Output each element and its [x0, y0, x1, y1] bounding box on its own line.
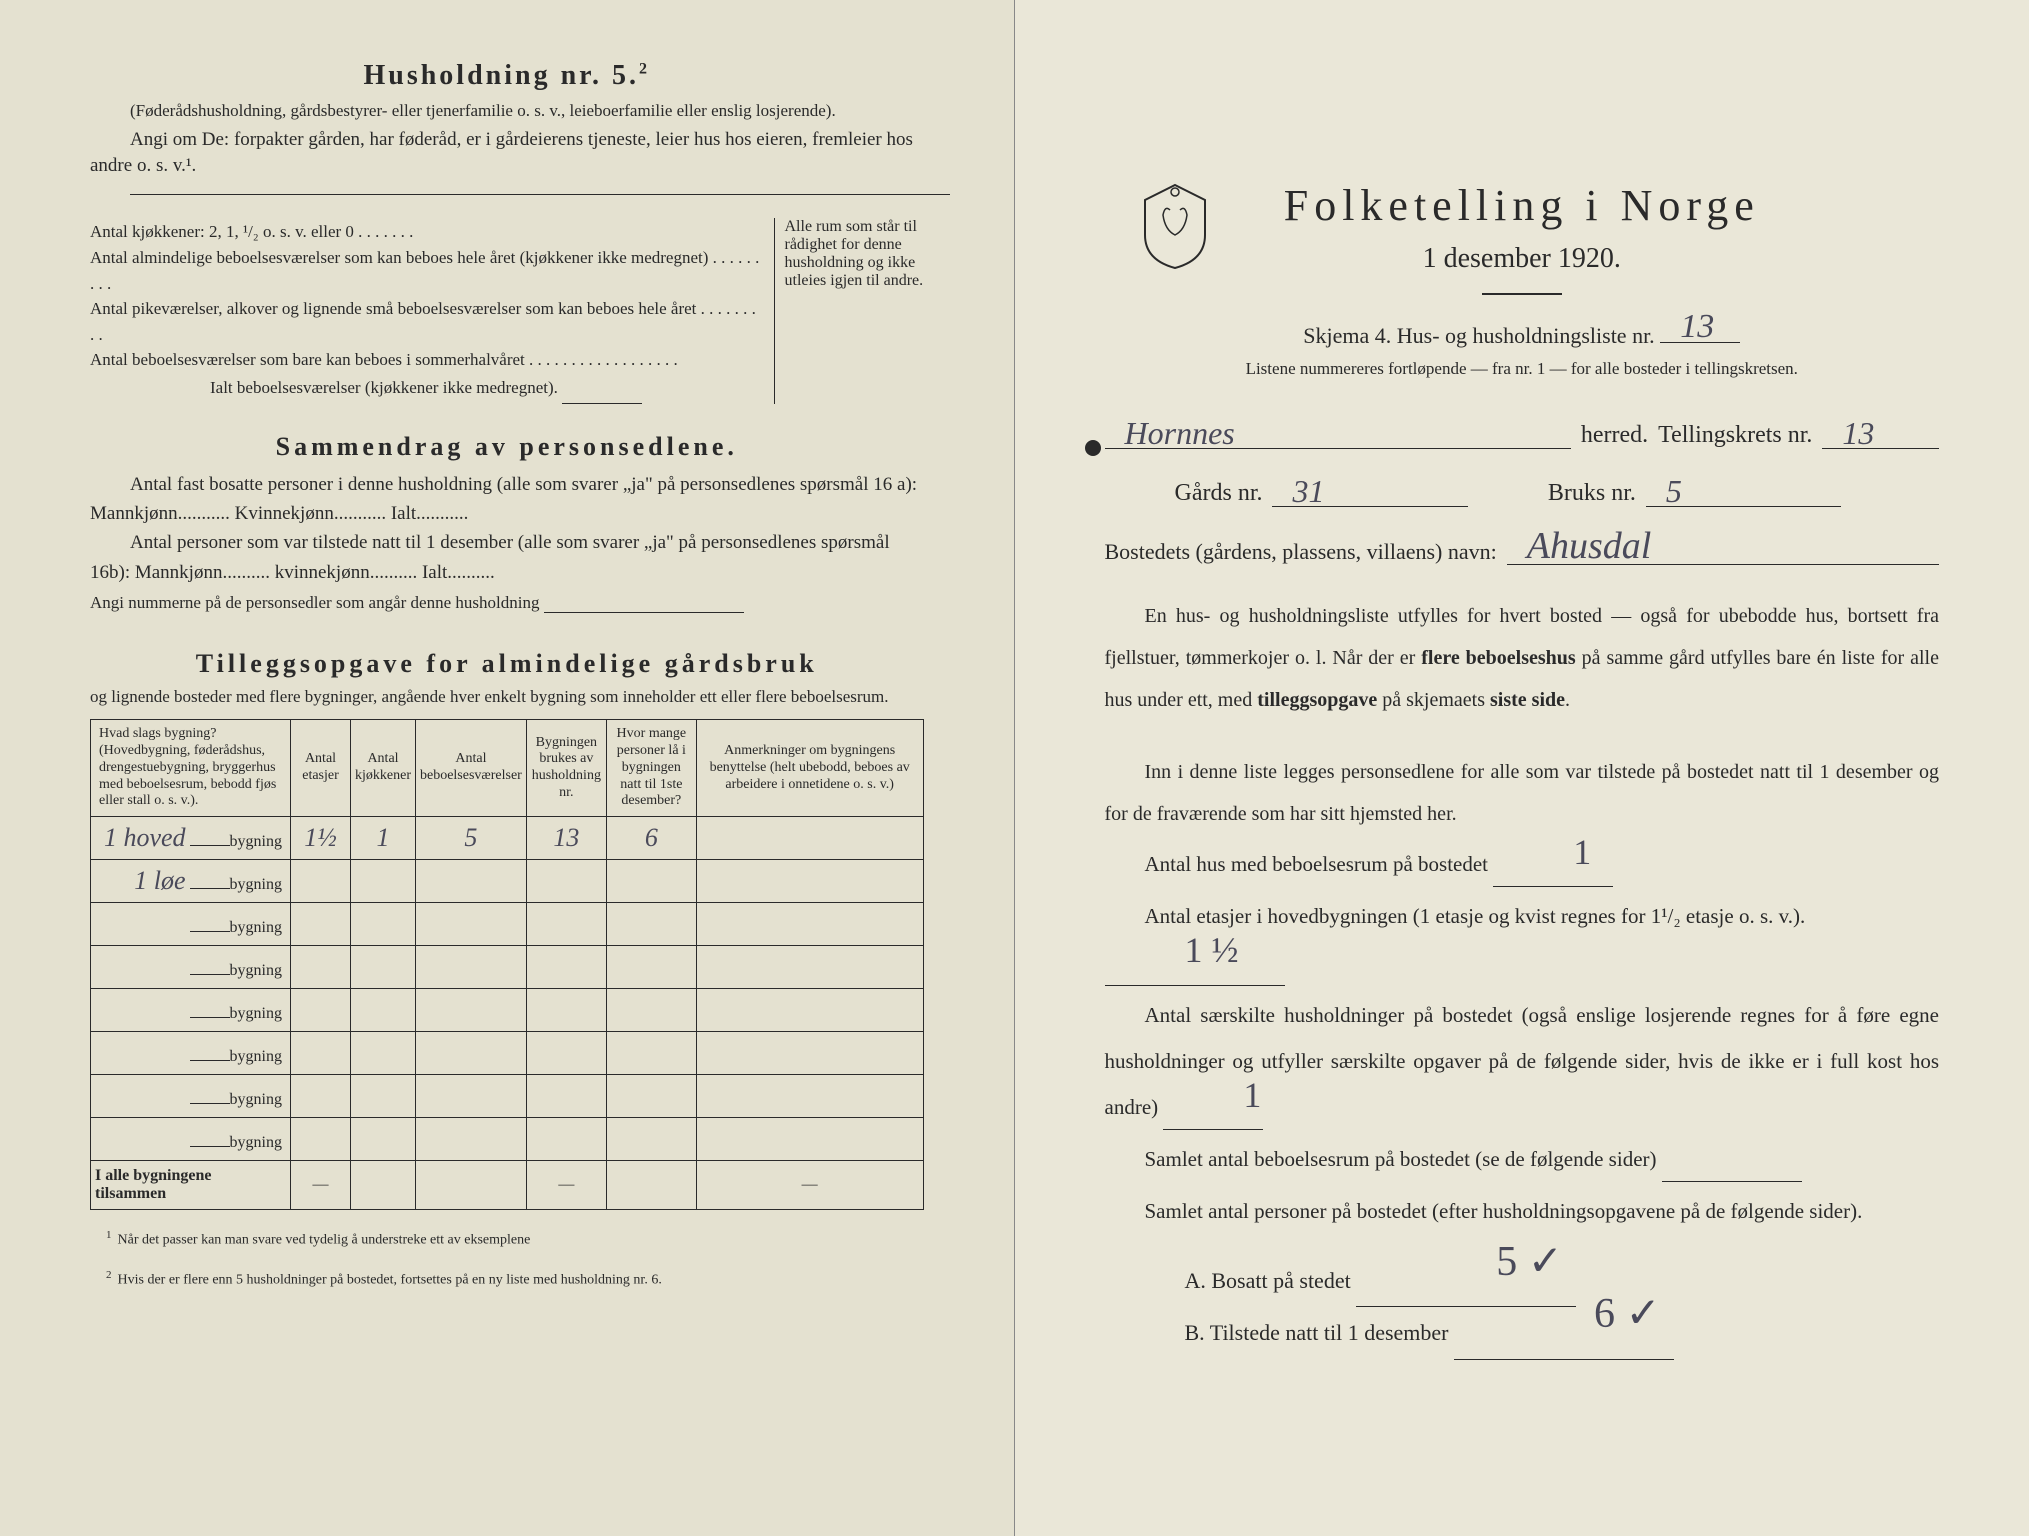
th-anm: Anmerkninger om bygningens benyttelse (h… — [696, 720, 923, 817]
tillegg-sub: og lignende bosteder med flere bygninger… — [90, 687, 924, 707]
table-row: 1 hoved bygning 1½ 1 5 13 6 — [91, 817, 924, 860]
intro-line: Angi om De: forpakter gården, har føderå… — [90, 127, 924, 178]
stat-4: Samlet antal beboelsesrum på bostedet (s… — [1105, 1136, 1940, 1182]
intro-paren: (Føderådshusholdning, gårdsbestyrer- ell… — [90, 100, 924, 123]
th-etasjer: Antal etasjer — [291, 720, 351, 817]
kitchen-lines: Antal kjøkkener: 2, 1, ¹/₂ o. s. v. elle… — [90, 218, 762, 403]
stat-2: Antal etasjer i hovedbygningen (1 etasje… — [1105, 893, 1940, 985]
stat-b: B. Tilstede natt til 1 desember 6 ✓ — [1105, 1307, 1940, 1360]
census-title: Folketelling i Norge — [1105, 180, 1940, 231]
table-row: bygning — [91, 989, 924, 1032]
building-table: Hvad slags bygning? (Hovedbygning, føder… — [90, 719, 924, 1210]
census-date: 1 desember 1920. — [1105, 243, 1940, 275]
table-row: bygning — [91, 946, 924, 989]
intro-underline — [130, 194, 950, 195]
table-row: bygning — [91, 903, 924, 946]
kitchen-sidebar: Alle rum som står til rådighet for denne… — [774, 218, 924, 403]
th-kjokken: Antal kjøkkener — [351, 720, 416, 817]
krets-label: Tellingskrets nr. — [1658, 422, 1812, 449]
skjema-line: Skjema 4. Hus- og husholdningsliste nr. … — [1105, 313, 1940, 349]
krets-field: 13 — [1822, 419, 1939, 449]
household-heading: Husholdning nr. 5.2 — [90, 60, 924, 92]
footnote-2: 2Hvis der er flere enn 5 husholdninger p… — [90, 1268, 924, 1290]
total-label: I alle bygningene tilsammen — [91, 1161, 291, 1210]
herred-field: Hornnes — [1105, 419, 1571, 449]
bosted-label: Bostedets (gårdens, plassens, villaens) … — [1105, 539, 1497, 565]
bruk-field: 5 — [1646, 477, 1841, 507]
table-row: bygning — [91, 1075, 924, 1118]
sammendrag-title: Sammendrag av personsedlene. — [90, 432, 924, 462]
divider — [1482, 293, 1562, 295]
table-row: bygning — [91, 1032, 924, 1075]
bruk-label: Bruks nr. — [1548, 480, 1636, 507]
stat-1: Antal hus med beboelsesrum på bostedet 1 — [1105, 841, 1940, 887]
herred-label: herred. — [1581, 422, 1648, 449]
bosted-field: Ahusdal — [1507, 535, 1939, 565]
sammendrag-l2: Antal personer som var tilstede natt til… — [90, 528, 924, 587]
th-vaer: Antal beboelsesværelser — [415, 720, 526, 817]
th-hush: Bygningen brukes av husholdning nr. — [526, 720, 606, 817]
tillegg-title: Tilleggsopgave for almindelige gårdsbruk — [90, 649, 924, 679]
paragraph-1: En hus- og husholdningsliste utfylles fo… — [1105, 595, 1940, 721]
footnote-1: 1Når det passer kan man svare ved tydeli… — [90, 1228, 924, 1250]
table-row: 1 løe bygning — [91, 860, 924, 903]
sammendrag-l3: Angi nummerne på de personsedler som ang… — [90, 593, 924, 613]
note-line: Listene nummereres fortløpende — fra nr.… — [1105, 359, 1940, 379]
table-row: bygning — [91, 1118, 924, 1161]
stat-3: Antal særskilte husholdninger på bostede… — [1105, 992, 1940, 1131]
gard-label: Gårds nr. — [1175, 480, 1263, 507]
crest-icon — [1135, 180, 1215, 270]
left-page: Husholdning nr. 5.2 (Føderådshusholdning… — [0, 0, 1015, 1536]
right-page: Folketelling i Norge 1 desember 1920. Sk… — [1015, 0, 2029, 1536]
sammendrag-l1: Antal fast bosatte personer i denne hush… — [90, 470, 924, 529]
ink-dot — [1085, 440, 1101, 456]
paragraph-2: Inn i denne liste legges personsedlene f… — [1105, 751, 1940, 835]
gard-field: 31 — [1272, 477, 1467, 507]
th-pers: Hvor mange personer lå i bygningen natt … — [606, 720, 696, 817]
th-type: Hvad slags bygning? (Hovedbygning, føder… — [91, 720, 291, 817]
